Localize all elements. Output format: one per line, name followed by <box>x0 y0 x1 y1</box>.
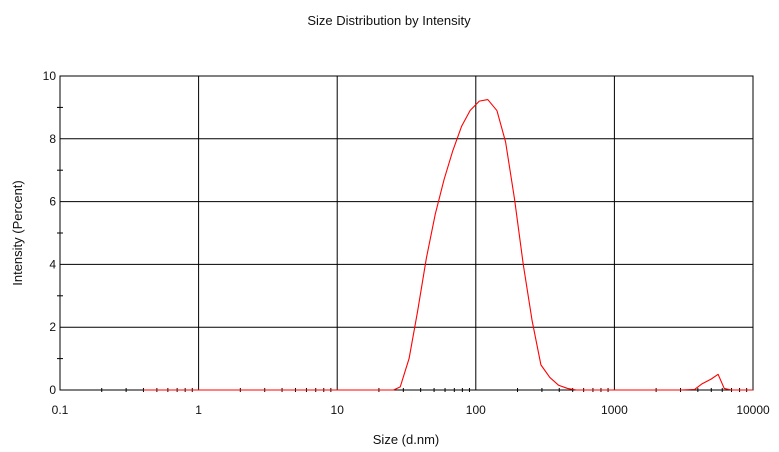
x-tick-labels: 0.1 1 10 100 1000 10000 <box>52 403 770 417</box>
x-tick-label: 10000 <box>736 403 770 417</box>
y-axis-label: Intensity (Percent) <box>10 180 25 286</box>
x-tick-label: 100 <box>466 403 486 417</box>
grid-lines <box>59 75 754 391</box>
y-tick-labels: 0 2 4 6 8 10 <box>43 69 57 397</box>
y-tick-label: 0 <box>49 383 56 397</box>
y-tick-label: 4 <box>49 257 56 271</box>
y-tick-label: 2 <box>49 320 56 334</box>
x-tick-label: 10 <box>331 403 345 417</box>
y-tick-label: 8 <box>49 132 56 146</box>
chart-title: Size Distribution by Intensity <box>307 13 471 28</box>
plot-area-frame <box>59 75 754 391</box>
series-layer <box>143 99 753 391</box>
x-axis-label: Size (d.nm) <box>373 432 439 447</box>
y-tick-label: 6 <box>49 195 56 209</box>
x-tick-label: 0.1 <box>52 403 69 417</box>
x-tick-label: 1 <box>195 403 202 417</box>
x-tick-label: 1000 <box>601 403 628 417</box>
intensity-series-line <box>143 99 753 391</box>
y-tick-label: 10 <box>43 69 57 83</box>
minor-ticks <box>57 106 748 392</box>
